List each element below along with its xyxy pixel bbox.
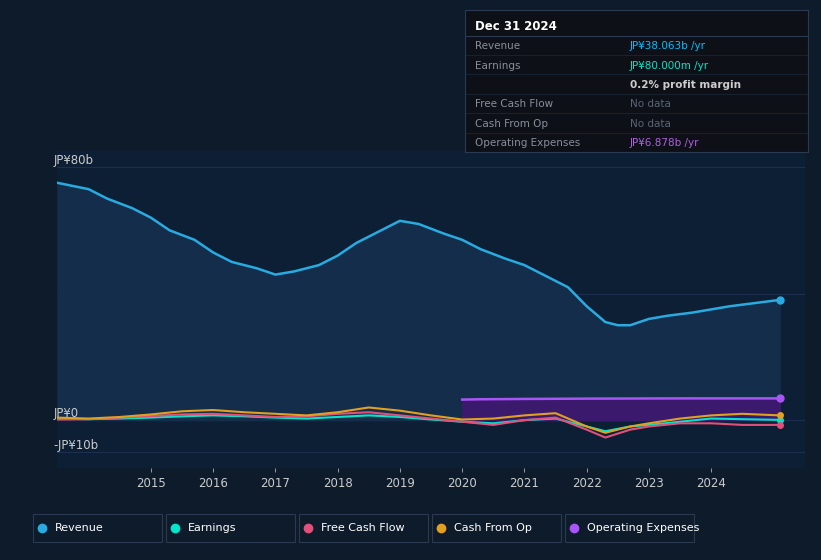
Text: JP¥80.000m /yr: JP¥80.000m /yr (630, 60, 709, 71)
Text: JP¥6.878b /yr: JP¥6.878b /yr (630, 138, 699, 148)
Text: Free Cash Flow: Free Cash Flow (321, 523, 405, 533)
Text: JP¥38.063b /yr: JP¥38.063b /yr (630, 41, 705, 51)
Text: Operating Expenses: Operating Expenses (475, 138, 580, 148)
Text: Dec 31 2024: Dec 31 2024 (475, 20, 557, 33)
Text: Cash From Op: Cash From Op (475, 119, 548, 129)
Text: Free Cash Flow: Free Cash Flow (475, 100, 553, 109)
Text: -JP¥10b: -JP¥10b (53, 439, 99, 452)
Text: Earnings: Earnings (188, 523, 236, 533)
Text: No data: No data (630, 119, 671, 129)
Text: Cash From Op: Cash From Op (454, 523, 532, 533)
Text: Operating Expenses: Operating Expenses (587, 523, 699, 533)
Text: Revenue: Revenue (475, 41, 521, 51)
Text: JP¥0: JP¥0 (53, 407, 79, 420)
Text: Revenue: Revenue (55, 523, 103, 533)
Text: Earnings: Earnings (475, 60, 521, 71)
Text: No data: No data (630, 100, 671, 109)
Text: JP¥80b: JP¥80b (53, 154, 94, 167)
Text: 0.2% profit margin: 0.2% profit margin (630, 80, 741, 90)
